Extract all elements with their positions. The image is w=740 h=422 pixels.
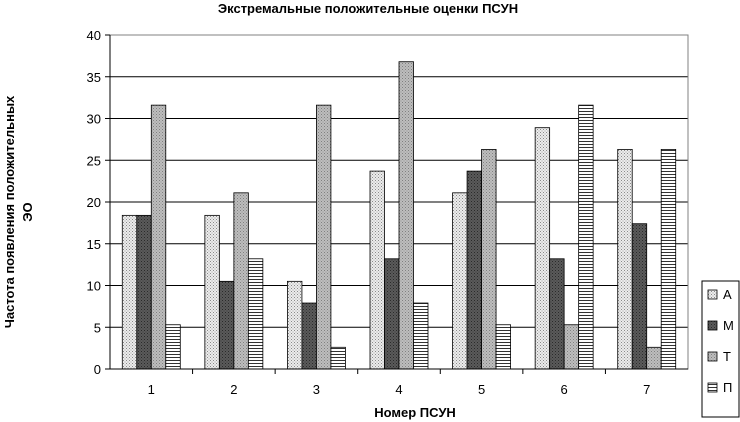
bars (121, 61, 677, 370)
bar-series-4-cat-3 (330, 346, 346, 370)
x-ticks: 1 2 3 4 5 6 7 (148, 369, 650, 397)
y-axis-label: Частота появления положительных ЭО (2, 95, 35, 328)
legend-frame (701, 280, 740, 418)
bar-series-2-cat-6 (549, 258, 565, 370)
y-tick-label: 25 (87, 153, 101, 168)
bar-series-1-cat-5 (452, 192, 468, 370)
x-tick-label: 3 (313, 382, 320, 397)
x-tick-label: 5 (478, 382, 485, 397)
y-ticks: 0 5 10 15 20 25 30 35 40 (87, 28, 110, 377)
x-tick-label: 6 (561, 382, 568, 397)
bar-series-4-cat-2 (247, 258, 264, 370)
legend-label: А (723, 287, 732, 302)
bar-series-2-cat-4 (384, 258, 400, 370)
bar-series-4-cat-1 (165, 324, 181, 370)
legend-label: М (723, 318, 734, 333)
y-tick-label: 30 (87, 112, 101, 127)
bar-series-4-cat-4 (413, 302, 429, 370)
y-tick-label: 15 (87, 237, 101, 252)
bar-series-2-cat-5 (466, 170, 482, 370)
bar-series-2-cat-1 (136, 214, 152, 370)
y-tick-label: 10 (87, 279, 101, 294)
legend-swatch (707, 289, 718, 300)
legend-label: П (723, 380, 732, 395)
bar-series-2-cat-7 (631, 223, 648, 370)
legend: А М Т П (701, 280, 740, 418)
x-tick-label: 2 (230, 382, 237, 397)
y-tick-label: 35 (87, 70, 101, 85)
bar-series-4-cat-6 (578, 104, 594, 370)
x-tick-label: 7 (643, 382, 650, 397)
bar-series-3-cat-2 (233, 192, 249, 370)
bar-series-3-cat-1 (150, 104, 167, 370)
y-tick-label: 20 (87, 195, 101, 210)
bar-series-1-cat-3 (287, 280, 303, 370)
x-tick-label: 4 (395, 382, 402, 397)
y-axis-label-line2: ЭО (20, 202, 35, 221)
y-tick-label: 0 (94, 362, 101, 377)
bar-series-1-cat-4 (369, 170, 385, 370)
legend-swatch (707, 320, 718, 331)
legend-label: Т (723, 349, 731, 364)
bar-series-1-cat-6 (534, 127, 551, 370)
bar-series-3-cat-6 (563, 324, 580, 370)
bar-series-3-cat-4 (398, 61, 414, 370)
y-tick-label: 40 (87, 28, 101, 43)
x-tick-label: 1 (148, 382, 155, 397)
x-axis-label: Номер ПСУН (374, 405, 456, 420)
bar-series-2-cat-2 (218, 280, 235, 370)
bar-series-2-cat-3 (301, 302, 317, 370)
y-axis-label-line1: Частота появления положительных (2, 95, 17, 328)
bar-series-4-cat-5 (495, 324, 511, 370)
bar-series-3-cat-5 (481, 148, 497, 370)
chart-title: Экстремальные положительные оценки ПСУН (218, 1, 518, 16)
bar-series-1-cat-1 (121, 214, 138, 370)
bar-series-3-cat-3 (316, 104, 332, 370)
bar-series-4-cat-7 (660, 148, 677, 370)
bar-series-1-cat-2 (204, 214, 220, 370)
y-tick-label: 5 (94, 320, 101, 335)
bar-series-1-cat-7 (617, 148, 633, 370)
bar-series-3-cat-7 (646, 346, 662, 370)
legend-swatch (707, 382, 718, 393)
legend-swatch (707, 351, 718, 362)
